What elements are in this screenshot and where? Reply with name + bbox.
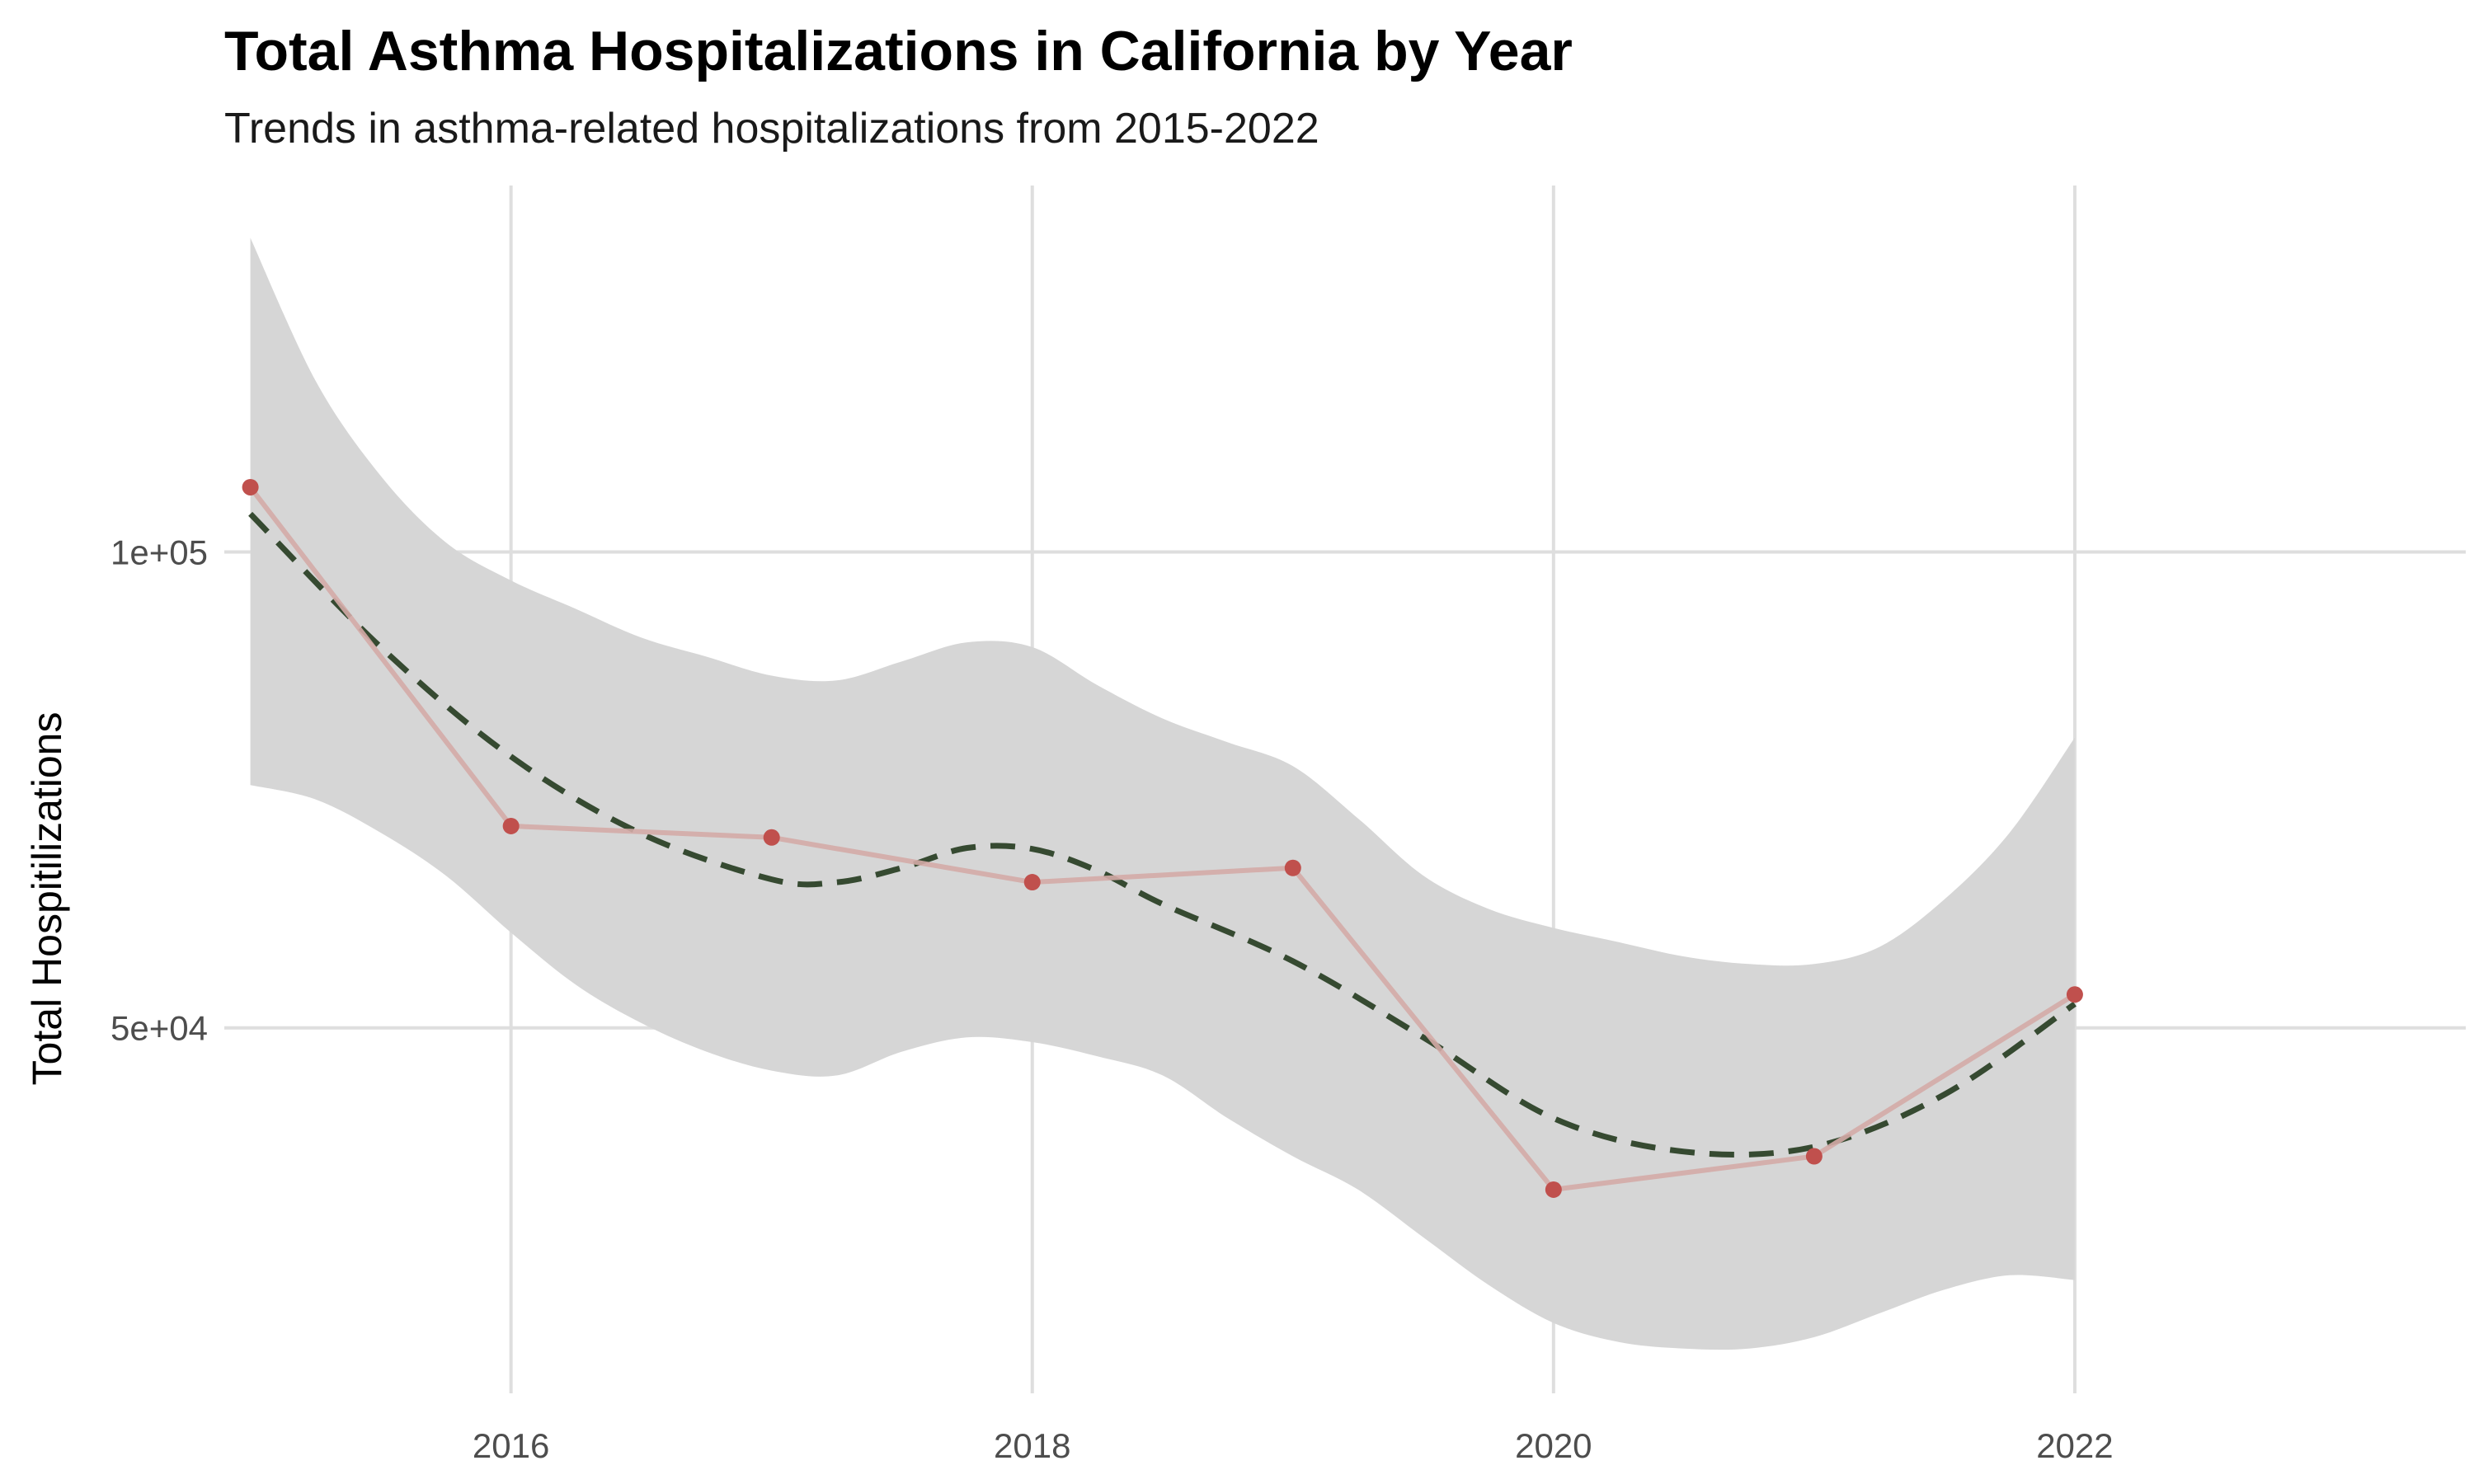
confidence-band-area	[250, 237, 2075, 1350]
y-tick-label: 5e+04	[111, 1009, 208, 1048]
y-axis-title: Total Hospitilizations	[24, 712, 70, 1086]
chart-subtitle: Trends in asthma-related hospitalization…	[224, 105, 1319, 153]
chart-title: Total Asthma Hospitalizations in Califor…	[224, 20, 1573, 82]
x-tick-label: 2018	[994, 1426, 1070, 1465]
data-series	[242, 478, 2083, 1198]
x-tick-label: 2016	[473, 1426, 549, 1465]
data-point	[242, 478, 259, 495]
data-point	[1023, 874, 1041, 891]
confidence-band	[250, 237, 2075, 1350]
data-point	[502, 817, 520, 834]
data-point	[2066, 986, 2083, 1003]
data-point	[763, 829, 780, 846]
series-line	[248, 486, 2077, 1192]
data-point	[1545, 1181, 1562, 1198]
trend-line	[248, 511, 2077, 1158]
smooth-trend	[248, 511, 2077, 1158]
data-point	[1805, 1148, 1823, 1165]
y-axis-ticks: 5e+04 1e+05	[111, 533, 208, 1047]
y-tick-label: 1e+05	[111, 533, 208, 571]
x-tick-label: 2022	[2036, 1426, 2113, 1465]
x-tick-label: 2020	[1515, 1426, 1592, 1465]
data-point	[1284, 859, 1301, 876]
x-axis-ticks: 2016 2018 2020 2022	[473, 1426, 2114, 1465]
